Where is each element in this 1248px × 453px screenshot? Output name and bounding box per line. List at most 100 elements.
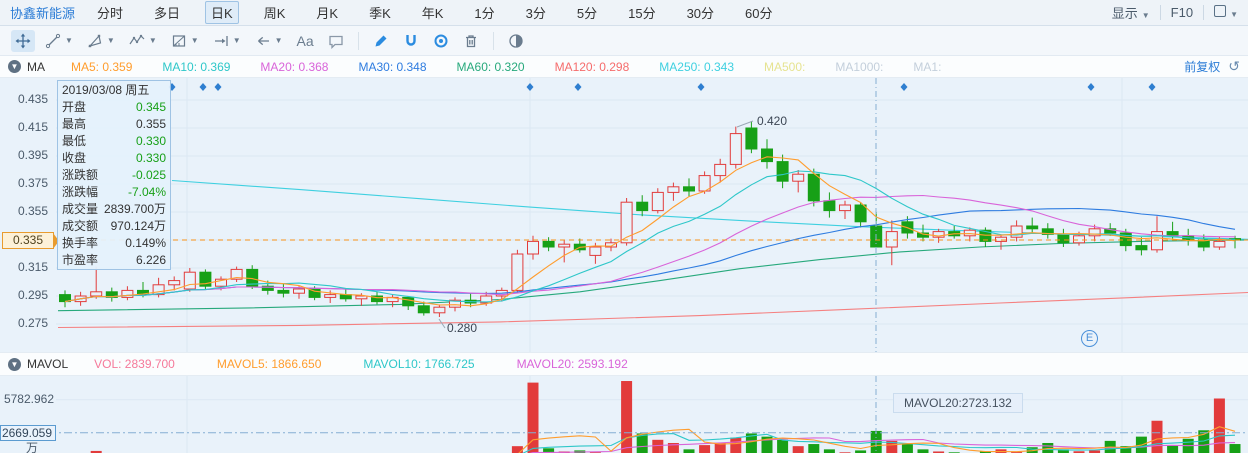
mavol-tooltip: MAVOL20:2723.132 xyxy=(893,393,1023,413)
move-icon xyxy=(15,33,31,48)
target-tool-button[interactable] xyxy=(429,30,453,52)
volume-crosshair-label: 2669.059 xyxy=(0,425,56,441)
price-axis-label: 0.375 xyxy=(17,176,48,190)
price-axis-label: 0.415 xyxy=(17,120,48,134)
display-button[interactable]: 显示 ▼ xyxy=(1111,6,1150,21)
contrast-tool-button[interactable] xyxy=(504,30,528,52)
tooltip-value: 0.149% xyxy=(125,236,166,250)
comment-tool-button[interactable] xyxy=(324,30,348,52)
tab-3分[interactable]: 3分 xyxy=(525,6,546,21)
tooltip-row: 收盘 0.330 xyxy=(58,150,170,167)
stock-name[interactable]: 协鑫新能源 xyxy=(10,6,76,21)
wave-tool-button[interactable]: ▼ xyxy=(125,30,161,52)
refresh-icon[interactable]: ↺ xyxy=(1228,58,1240,74)
extend-line-icon xyxy=(214,35,228,46)
ma-legend-item: MA250: 0.343 xyxy=(659,59,734,74)
event-diamond-icon xyxy=(697,83,705,91)
text-tool-button[interactable]: Aa xyxy=(293,30,318,52)
trendline-tool-button[interactable]: ▼ xyxy=(41,30,77,52)
tooltip-label: 收盘 xyxy=(62,151,87,165)
tooltip-row: 涨跌幅 -7.04% xyxy=(58,184,170,201)
f10-button[interactable]: F10 xyxy=(1170,5,1194,20)
tooltip-value: -0.025 xyxy=(131,168,166,182)
mavol-items: VOL: 2839.700 MAVOL5: 1866.650 MAVOL10: 17… xyxy=(94,357,670,371)
extend-line-tool-button[interactable]: ▼ xyxy=(209,30,245,52)
tab-年K[interactable]: 年K xyxy=(421,6,444,21)
magnet-tool-button[interactable] xyxy=(399,30,423,52)
event-diamond-icon xyxy=(526,83,534,91)
tooltip-value: 0.355 xyxy=(135,117,166,131)
price-annotations: 0.420 0.280 xyxy=(438,114,787,335)
ma-legend-item: MA120: 0.298 xyxy=(554,59,630,74)
price-axis-label: 0.295 xyxy=(17,288,48,302)
period-tabs: 分时 多日 日K 周K 月K 季K 年K 1分 3分 5分 15分 30分 60分 xyxy=(91,1,798,24)
event-diamond-icon xyxy=(1148,83,1156,91)
forward-adjust-button[interactable]: 前复权 xyxy=(1184,60,1221,74)
comment-icon xyxy=(329,35,343,49)
collapse-icon[interactable]: ▼ xyxy=(8,357,21,371)
tab-1分[interactable]: 1分 xyxy=(474,6,495,21)
ma-items: MA5: 0.359 MA10: 0.369 MA20: 0.368 MA30: 0.… xyxy=(71,60,971,74)
price-annotation: 0.420 xyxy=(757,114,787,128)
price-axis-label: 0.275 xyxy=(17,316,48,330)
divider xyxy=(1159,5,1161,20)
chevron-down-icon: ▼ xyxy=(274,36,283,45)
tab-多日[interactable]: 多日 xyxy=(154,6,181,21)
volume-chart[interactable] xyxy=(0,376,1248,453)
chevron-down-icon: ▼ xyxy=(65,36,73,45)
event-markers[interactable] xyxy=(168,83,1156,91)
tab-日K[interactable]: 日K xyxy=(205,1,239,24)
trendline-icon xyxy=(45,33,61,48)
tooltip-label: 最低 xyxy=(62,134,87,148)
tooltip-label: 换手率 xyxy=(62,236,99,250)
indicator-name: MAVOL xyxy=(27,357,69,371)
price-annotation: 0.280 xyxy=(447,321,477,335)
chevron-down-icon: ▼ xyxy=(106,36,115,45)
tab-30分[interactable]: 30分 xyxy=(686,6,715,21)
adjust-control: 前复权 ↺ xyxy=(1184,58,1240,75)
tooltip-value: 0.345 xyxy=(135,100,166,114)
layout-button[interactable]: ▼ xyxy=(1214,5,1238,20)
mavol10-line xyxy=(522,433,1236,453)
contrast-icon xyxy=(509,33,523,48)
volume-bars xyxy=(90,381,1241,453)
event-diamond-icon xyxy=(900,83,908,91)
ma-legend-item: MA20: 0.368 xyxy=(260,59,329,74)
channel-tool-button[interactable]: ▼ xyxy=(83,30,119,52)
mavol20-line xyxy=(528,437,1236,453)
trash-tool-button[interactable] xyxy=(459,30,483,52)
tab-5分[interactable]: 5分 xyxy=(576,6,598,21)
move-tool-button[interactable] xyxy=(11,29,35,52)
event-diamond-icon xyxy=(574,83,582,91)
wave-icon xyxy=(129,34,145,44)
tooltip-row: 成交额 970.124万 xyxy=(58,218,170,235)
tooltip-label: 成交额 xyxy=(62,219,99,233)
tooltip-label: 成交量 xyxy=(62,202,99,216)
tab-季K[interactable]: 季K xyxy=(369,6,391,21)
tab-15分[interactable]: 15分 xyxy=(628,6,656,21)
chevron-down-icon: ▼ xyxy=(1141,11,1150,20)
tooltip-value: 6.226 xyxy=(135,253,166,267)
chevron-down-icon: ▼ xyxy=(148,36,157,45)
pencil-icon xyxy=(375,35,387,46)
ma60-line xyxy=(57,239,1248,312)
tab-60分[interactable]: 60分 xyxy=(745,6,773,21)
target-icon xyxy=(434,34,448,47)
volume-chart-panel: 5782.962 2669.059 万 MAVOL20:2723.132 xyxy=(0,376,1248,453)
tooltip-label: 开盘 xyxy=(62,100,87,114)
tab-周K[interactable]: 周K xyxy=(263,6,286,21)
tooltip-row: 涨跌额 -0.025 xyxy=(58,167,170,184)
ma-legend-item: MA5: 0.359 xyxy=(71,59,133,74)
price-chart[interactable]: 0.420 0.280 xyxy=(0,78,1248,352)
pattern-tool-button[interactable]: ▼ xyxy=(167,30,203,52)
collapse-icon[interactable]: ▼ xyxy=(8,60,21,73)
magnet-icon xyxy=(405,34,416,46)
tooltip-value: 970.124万 xyxy=(110,219,166,233)
last-price-badge: 0.335 xyxy=(2,232,54,249)
arrow-tool-button[interactable]: ▼ xyxy=(251,30,287,52)
pencil-tool-button[interactable] xyxy=(369,30,393,52)
tab-分时[interactable]: 分时 xyxy=(97,6,124,21)
mavol-legend-item: MAVOL5: 1866.650 xyxy=(216,357,322,371)
tab-月K[interactable]: 月K xyxy=(316,6,339,21)
